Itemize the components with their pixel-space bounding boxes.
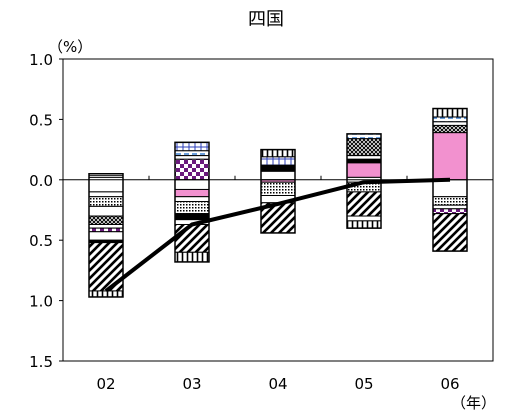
y-tick-label: 0.5	[29, 111, 53, 129]
bar-segment	[346, 215, 382, 222]
bar-segment	[174, 141, 210, 152]
bar-segment	[346, 155, 382, 160]
x-axis: 02 03 04 05 06	[96, 175, 460, 393]
bar-segment	[260, 149, 296, 158]
bar-segment	[432, 213, 468, 252]
x-tick-label: 04	[268, 375, 287, 393]
bar-segment	[432, 121, 468, 126]
bar-segment	[174, 150, 210, 157]
y-tick-label: 0.5	[29, 232, 53, 250]
bar-segment	[88, 223, 124, 229]
bar-segment	[88, 290, 124, 298]
bar-segment	[346, 138, 382, 157]
bar-segment	[174, 188, 210, 198]
bar-segment	[260, 170, 296, 181]
y-tick-label: 1.5	[29, 353, 53, 371]
bar-segment	[432, 132, 468, 181]
bar-segment	[432, 124, 468, 134]
x-tick-label: 06	[440, 375, 459, 393]
bar-segment	[88, 227, 124, 233]
y-tick-label: 1.0	[29, 51, 53, 69]
bar-segment	[88, 205, 124, 217]
bar-stacks	[88, 107, 468, 298]
bar-segment	[174, 179, 210, 190]
bar-stack-outline	[260, 148, 296, 234]
y-unit-label: （%）	[48, 38, 92, 56]
trend-line	[104, 177, 451, 293]
bar-segment	[432, 179, 468, 198]
bar-segment	[346, 158, 382, 164]
bar-stack-outline	[174, 141, 210, 263]
bar-segment	[260, 181, 296, 197]
bar-segment	[174, 155, 210, 160]
x-tick-label: 03	[182, 375, 201, 393]
bar-segment	[260, 156, 296, 166]
bar-segment	[432, 116, 468, 123]
bar-segment	[260, 164, 296, 172]
bar-segment	[432, 204, 468, 210]
bar-segment	[432, 196, 468, 206]
plot-area	[62, 58, 494, 362]
y-tick-label: 0.0	[29, 172, 53, 190]
bar-segment	[174, 158, 210, 181]
bar-segment	[174, 251, 210, 263]
bar-segment	[88, 231, 124, 241]
bar-segment	[174, 223, 210, 253]
bar-stack-outline	[88, 173, 124, 298]
bar-segment	[432, 108, 468, 118]
bar-segment	[174, 213, 210, 221]
x-tick-label: 05	[354, 375, 373, 393]
bar-segment	[346, 220, 382, 229]
bar-segment	[346, 162, 382, 178]
bar-segment	[346, 191, 382, 217]
y-axis: 1.0 0.5 0.0 0.5 1.0 1.5	[29, 51, 63, 371]
x-unit-label: （年）	[451, 394, 496, 412]
bar-segment	[88, 191, 124, 198]
bar-segment	[432, 208, 468, 215]
bar-segment	[88, 196, 124, 207]
x-tick-label: 02	[96, 375, 115, 393]
bar-segment	[88, 215, 124, 225]
bar-segment	[174, 196, 210, 203]
chart-title: 四国	[248, 9, 284, 30]
y-tick-label: 1.0	[29, 293, 53, 311]
bar-segment	[174, 201, 210, 215]
